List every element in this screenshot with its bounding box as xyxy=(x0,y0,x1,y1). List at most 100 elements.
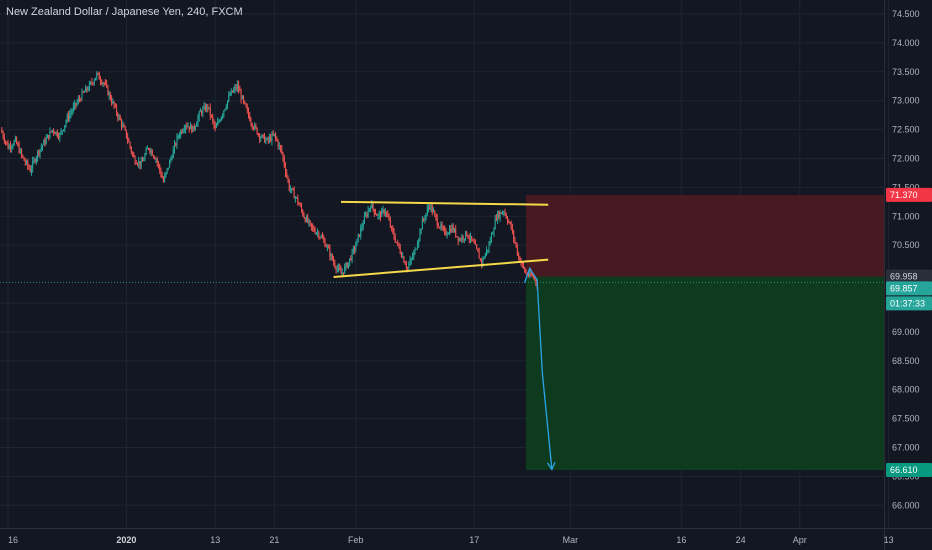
candle-body xyxy=(293,189,295,199)
candle-body xyxy=(53,129,55,133)
candle-body xyxy=(64,125,66,130)
candle-body xyxy=(415,249,417,251)
candle-body xyxy=(104,83,106,85)
candle-body xyxy=(74,103,76,107)
candle-body xyxy=(149,148,151,152)
candle-body xyxy=(35,157,37,162)
time-axis-label: 2020 xyxy=(116,535,136,545)
candle-body xyxy=(511,228,513,231)
candle-body xyxy=(56,131,58,137)
candle-body xyxy=(170,158,172,161)
candle-body xyxy=(386,212,388,214)
candle-body xyxy=(191,125,193,132)
candle-body xyxy=(275,133,277,138)
candle-body xyxy=(535,278,537,283)
candle-body xyxy=(525,271,527,274)
candle-body xyxy=(230,90,232,95)
candle-body xyxy=(283,158,285,166)
candle-body xyxy=(79,98,81,100)
candle-body xyxy=(297,197,299,204)
candle-body xyxy=(460,239,462,241)
candle-body xyxy=(414,249,416,253)
candle-body xyxy=(21,150,23,155)
price-axis-label: 68.000 xyxy=(892,385,920,395)
candle-body xyxy=(407,267,409,269)
candle-body xyxy=(340,270,342,275)
candle-body xyxy=(265,139,267,143)
candle-body xyxy=(5,141,7,143)
candle-body xyxy=(294,197,296,199)
candle-body xyxy=(461,236,463,241)
candle-body xyxy=(132,152,134,155)
candle-body xyxy=(182,130,184,133)
candle-body xyxy=(141,160,143,162)
candle-body xyxy=(357,234,359,239)
candle-body xyxy=(95,77,97,81)
candle-body xyxy=(383,209,385,214)
candle-body xyxy=(42,145,44,148)
price-axis-label: 74.500 xyxy=(892,9,920,19)
candle-body xyxy=(319,237,321,239)
candle-body xyxy=(519,256,521,263)
candle-body xyxy=(508,221,510,223)
candle-body xyxy=(515,242,517,247)
candle-body xyxy=(366,214,368,216)
candle-body xyxy=(138,161,140,165)
candle-body xyxy=(251,123,253,128)
candle-body xyxy=(116,106,118,114)
countdown-badge-bg xyxy=(886,296,932,311)
candle-body xyxy=(338,267,340,269)
candle-body xyxy=(288,180,290,190)
projection-arrow xyxy=(523,266,553,470)
candle-body xyxy=(233,89,235,93)
candle-body xyxy=(304,217,306,222)
candle-body xyxy=(50,131,52,133)
candle-body xyxy=(248,109,249,116)
candle-body xyxy=(249,115,251,121)
projection-arrowhead xyxy=(546,461,556,471)
candle-body xyxy=(351,250,353,260)
candle-body xyxy=(107,86,109,95)
time-axis-label: 21 xyxy=(269,535,279,545)
candle-body xyxy=(185,125,187,130)
candle-body xyxy=(503,212,505,214)
candle-body xyxy=(33,159,35,162)
candle-body xyxy=(370,208,372,210)
candle-body xyxy=(72,106,74,111)
candle-body xyxy=(303,215,305,218)
candle-body xyxy=(474,243,476,245)
candle-body xyxy=(22,154,24,158)
candle-body xyxy=(97,73,99,75)
candle-body xyxy=(292,188,294,190)
candle-body xyxy=(24,160,26,163)
candle-body xyxy=(328,246,330,249)
candle-body xyxy=(509,222,511,224)
candle-body xyxy=(412,256,414,259)
candle-body xyxy=(102,82,104,84)
candle-body xyxy=(203,106,205,109)
candle-body xyxy=(486,249,488,254)
time-axis-label: 16 xyxy=(676,535,686,545)
candle-body xyxy=(225,106,227,109)
candle-body xyxy=(482,258,484,265)
candle-body xyxy=(118,116,120,118)
time-axis-label: 17 xyxy=(469,535,479,545)
candle-body xyxy=(204,106,206,111)
candle-body xyxy=(430,205,432,209)
candle-body xyxy=(264,134,266,143)
price-axis-label: 68.500 xyxy=(892,356,920,366)
candle-body xyxy=(481,259,483,265)
price-axis-label: 67.000 xyxy=(892,443,920,453)
candle-body xyxy=(416,244,418,250)
candle-body xyxy=(488,243,490,250)
candle-body xyxy=(9,145,11,149)
candle-body xyxy=(176,136,178,145)
candle-body xyxy=(241,96,243,100)
candle-body xyxy=(28,166,30,169)
candle-body xyxy=(452,226,454,232)
candle-body xyxy=(91,82,93,84)
candle-body xyxy=(66,115,68,122)
candle-body xyxy=(19,150,21,153)
